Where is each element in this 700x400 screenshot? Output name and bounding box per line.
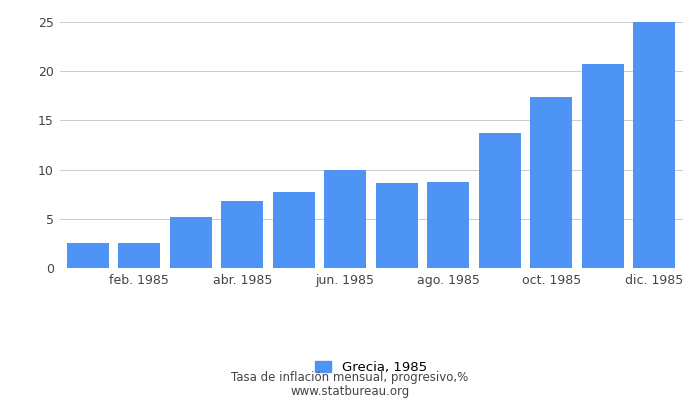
Bar <box>66 243 109 268</box>
Bar <box>427 182 469 268</box>
Bar <box>582 64 624 268</box>
Bar <box>169 217 212 268</box>
Bar <box>221 201 263 268</box>
Bar <box>479 133 521 268</box>
Text: Tasa de inflación mensual, progresivo,%: Tasa de inflación mensual, progresivo,% <box>232 372 468 384</box>
Text: www.statbureau.org: www.statbureau.org <box>290 385 410 398</box>
Bar <box>633 22 676 268</box>
Bar <box>118 243 160 268</box>
Bar <box>376 183 418 268</box>
Bar <box>324 170 366 268</box>
Bar <box>530 97 573 268</box>
Bar <box>273 192 315 268</box>
Legend: Grecia, 1985: Grecia, 1985 <box>315 361 427 374</box>
